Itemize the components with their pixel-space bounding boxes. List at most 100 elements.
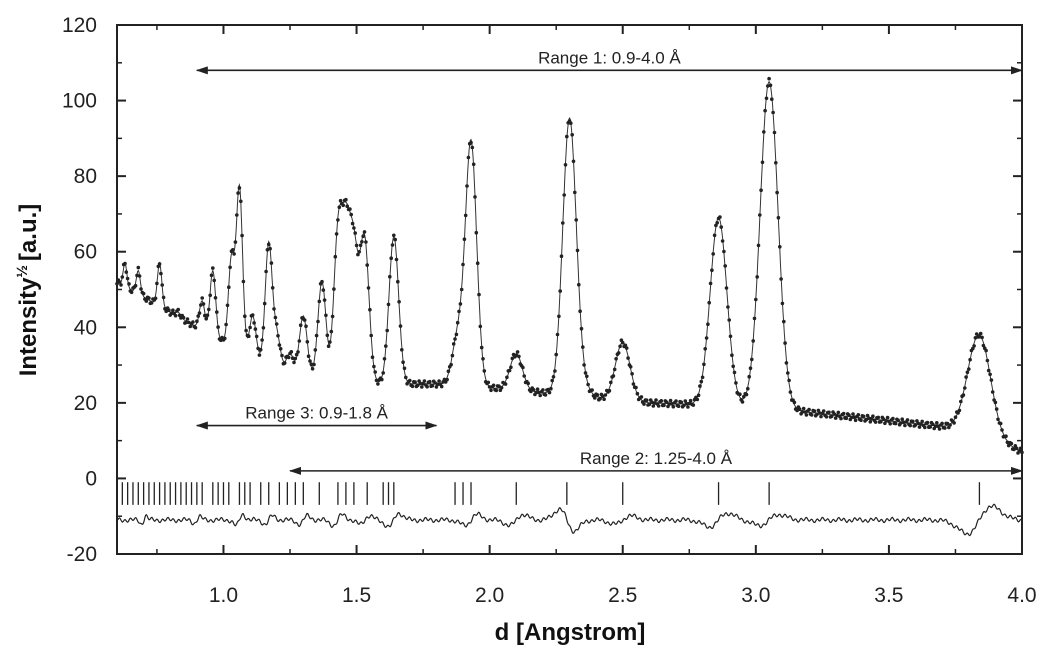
observed-point [547,390,552,395]
observed-point [465,184,469,188]
observed-point [900,417,904,422]
observed-point [477,292,481,297]
observed-point [571,159,576,164]
observed-point [786,371,790,375]
observed-point [841,411,846,416]
observed-point [731,364,735,369]
observed-point [479,345,484,350]
observed-point [473,195,477,199]
observed-point [993,400,998,405]
observed-point [1018,446,1023,451]
observed-point [471,162,476,167]
observed-point [771,110,775,115]
observed-point [754,297,758,302]
observed-point [756,243,761,248]
observed-point [833,416,838,420]
y-tick-label: 80 [74,165,97,188]
observed-point [989,378,994,382]
observed-point [304,324,308,329]
observed-point [586,382,590,387]
observed-point [231,248,235,252]
observed-point [310,367,315,371]
observed-point [389,256,394,261]
observed-point [282,361,287,365]
observed-point [129,290,134,295]
observed-point [763,108,767,113]
observed-point [254,334,259,339]
observed-point [286,355,291,360]
observed-point [292,360,296,365]
observed-point [469,140,473,145]
observed-point [201,302,206,306]
observed-point [402,366,407,371]
observed-point [208,293,212,298]
observed-point [350,221,355,226]
observed-point [562,193,566,197]
observed-point [474,230,479,235]
observed-point [852,415,857,420]
y-tick-label: 120 [62,14,97,37]
observed-point [382,357,387,361]
observed-point [384,344,388,348]
observed-point [899,421,903,425]
observed-point [565,134,569,139]
observed-point [224,322,228,327]
observed-point [573,190,577,195]
observed-point [920,419,924,424]
observed-point [1014,446,1019,451]
observed-point [264,269,268,274]
observed-point [277,343,282,347]
observed-point [684,401,689,406]
observed-point [450,353,455,358]
observed-point [457,309,461,314]
observed-point [563,163,568,167]
observed-point [816,408,821,413]
observed-point [446,369,451,374]
observed-point [127,282,131,286]
observed-point [779,277,783,281]
observed-point [755,275,759,279]
observed-point [667,402,672,406]
observed-point [437,379,441,383]
observed-point [746,386,750,391]
observed-point [344,197,348,202]
observed-point [1020,450,1024,455]
observed-point [624,346,629,350]
observed-point [682,403,686,408]
observed-point [758,213,762,217]
observed-point [365,263,370,267]
observed-point [961,393,966,397]
observed-point [626,356,630,360]
observed-point [888,422,892,426]
observed-point [296,350,300,354]
observed-point [212,278,216,283]
observed-point [289,350,294,354]
observed-point [853,418,858,423]
observed-point [724,286,729,290]
observed-point [386,302,391,307]
observed-point [236,191,240,195]
observed-point [782,319,786,324]
observed-point [581,345,585,349]
observed-point [257,353,262,357]
observed-point [867,416,871,421]
observed-point [881,417,886,422]
observed-point [381,371,386,375]
observed-point [546,387,550,392]
observed-point [844,416,849,421]
observed-point [349,212,354,217]
y-axis-title-superscript: ½ [14,265,31,278]
observed-point [133,283,138,288]
observed-point [228,265,232,270]
observed-point [475,261,480,266]
x-tick-label: 3.0 [741,584,770,607]
observed-point [728,334,733,339]
observed-point [1012,447,1016,452]
observed-point [203,313,207,318]
observed-point [458,302,463,306]
observed-point [965,370,970,375]
observed-point [357,250,362,254]
observed-point [952,421,956,425]
observed-point [147,296,151,300]
observed-point [585,374,589,379]
